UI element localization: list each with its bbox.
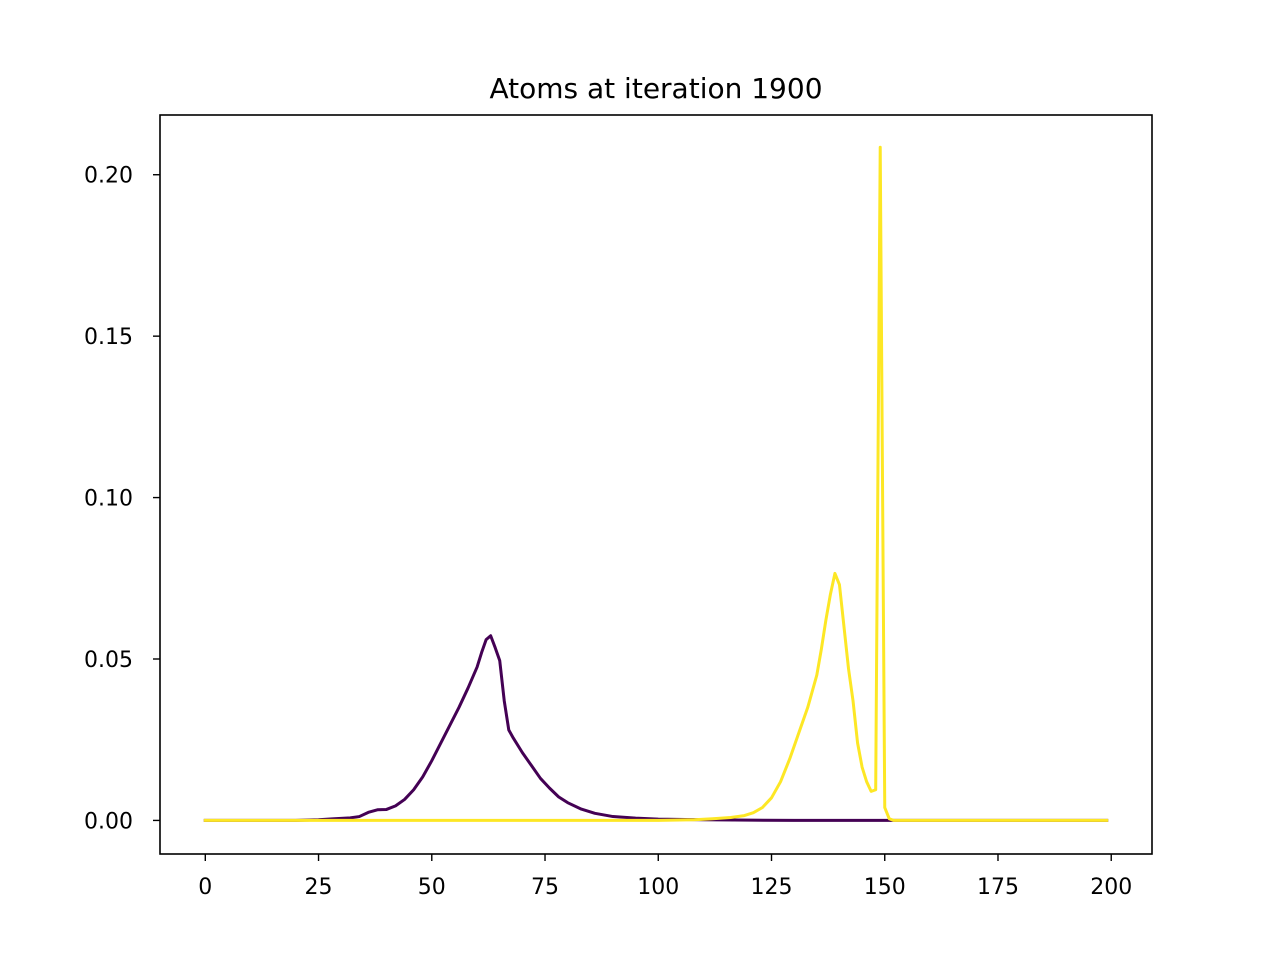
- x-tick-label: 125: [751, 875, 793, 900]
- chart-title: Atoms at iteration 1900: [489, 72, 822, 105]
- x-tick-label: 150: [864, 875, 906, 900]
- series-line-1: [203, 634, 1109, 822]
- x-tick-label: 175: [977, 875, 1019, 900]
- y-tick-label: 0.10: [84, 487, 133, 512]
- x-tick-label: 100: [637, 875, 679, 900]
- y-tick-label: 0.05: [84, 648, 133, 673]
- x-tick-label: 50: [418, 875, 446, 900]
- x-tick-label: 25: [305, 875, 333, 900]
- y-axis: 0.00 0.05 0.10 0.15 0.20: [84, 164, 160, 834]
- y-tick-label: 0.20: [84, 164, 133, 189]
- series-line-2: [203, 145, 1109, 822]
- x-tick-label: 200: [1090, 875, 1132, 900]
- x-axis: 0 25 50 75 100 125 150 175 200: [198, 854, 1132, 900]
- x-tick-label: 75: [531, 875, 559, 900]
- plot-frame: [159, 114, 1153, 855]
- y-tick-label: 0.00: [84, 809, 133, 834]
- y-tick-label: 0.15: [84, 325, 133, 350]
- x-tick-label: 0: [198, 875, 212, 900]
- series-layer: [203, 145, 1109, 822]
